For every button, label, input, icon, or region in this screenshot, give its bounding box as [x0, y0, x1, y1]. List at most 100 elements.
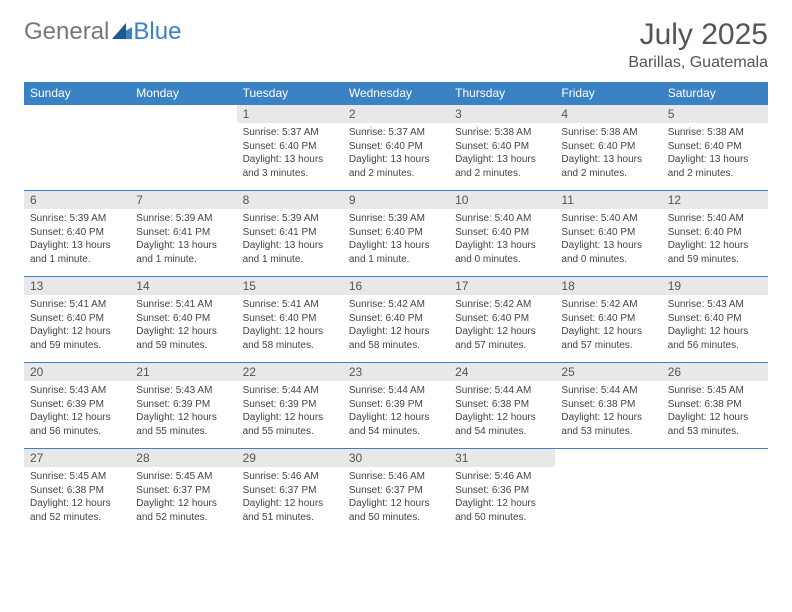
day-body: Sunrise: 5:39 AMSunset: 6:40 PMDaylight:…	[343, 209, 449, 269]
calendar-day-cell: 29Sunrise: 5:46 AMSunset: 6:37 PMDayligh…	[237, 449, 343, 535]
day-body: Sunrise: 5:42 AMSunset: 6:40 PMDaylight:…	[555, 295, 661, 355]
sunrise-text: Sunrise: 5:46 AM	[243, 470, 337, 484]
day-body: Sunrise: 5:46 AMSunset: 6:37 PMDaylight:…	[237, 467, 343, 527]
calendar-day-cell: 17Sunrise: 5:42 AMSunset: 6:40 PMDayligh…	[449, 277, 555, 363]
daylight-text: Daylight: 12 hours and 54 minutes.	[349, 411, 443, 438]
title-block: July 2025 Barillas, Guatemala	[628, 18, 768, 72]
day-body: Sunrise: 5:44 AMSunset: 6:38 PMDaylight:…	[449, 381, 555, 441]
daylight-text: Daylight: 12 hours and 55 minutes.	[136, 411, 230, 438]
calendar-day-cell: ..	[662, 449, 768, 535]
sunset-text: Sunset: 6:41 PM	[243, 226, 337, 240]
logo-icon	[112, 18, 132, 46]
calendar-day-cell: 4Sunrise: 5:38 AMSunset: 6:40 PMDaylight…	[555, 105, 661, 191]
sunset-text: Sunset: 6:40 PM	[668, 226, 762, 240]
day-body: Sunrise: 5:40 AMSunset: 6:40 PMDaylight:…	[662, 209, 768, 269]
sunrise-text: Sunrise: 5:38 AM	[668, 126, 762, 140]
calendar-day-cell: 8Sunrise: 5:39 AMSunset: 6:41 PMDaylight…	[237, 191, 343, 277]
logo: General Blue	[24, 18, 181, 46]
sunrise-text: Sunrise: 5:43 AM	[136, 384, 230, 398]
calendar-day-cell: 6Sunrise: 5:39 AMSunset: 6:40 PMDaylight…	[24, 191, 130, 277]
calendar-week-row: 20Sunrise: 5:43 AMSunset: 6:39 PMDayligh…	[24, 363, 768, 449]
daylight-text: Daylight: 12 hours and 53 minutes.	[561, 411, 655, 438]
day-number: 5	[662, 105, 768, 123]
calendar-day-cell: 24Sunrise: 5:44 AMSunset: 6:38 PMDayligh…	[449, 363, 555, 449]
day-body: Sunrise: 5:41 AMSunset: 6:40 PMDaylight:…	[130, 295, 236, 355]
month-title: July 2025	[628, 18, 768, 52]
day-body: Sunrise: 5:39 AMSunset: 6:41 PMDaylight:…	[130, 209, 236, 269]
sunset-text: Sunset: 6:40 PM	[136, 312, 230, 326]
calendar-day-cell: ..	[130, 105, 236, 191]
day-number: 29	[237, 449, 343, 467]
calendar-day-cell: 28Sunrise: 5:45 AMSunset: 6:37 PMDayligh…	[130, 449, 236, 535]
calendar-day-cell: 22Sunrise: 5:44 AMSunset: 6:39 PMDayligh…	[237, 363, 343, 449]
logo-text-blue: Blue	[133, 18, 181, 46]
calendar-day-cell: 26Sunrise: 5:45 AMSunset: 6:38 PMDayligh…	[662, 363, 768, 449]
calendar-head-row: SundayMondayTuesdayWednesdayThursdayFrid…	[24, 82, 768, 105]
calendar-day-cell: 1Sunrise: 5:37 AMSunset: 6:40 PMDaylight…	[237, 105, 343, 191]
day-body: Sunrise: 5:40 AMSunset: 6:40 PMDaylight:…	[449, 209, 555, 269]
day-body: Sunrise: 5:42 AMSunset: 6:40 PMDaylight:…	[449, 295, 555, 355]
day-number: 15	[237, 277, 343, 295]
calendar-day-cell: 9Sunrise: 5:39 AMSunset: 6:40 PMDaylight…	[343, 191, 449, 277]
sunset-text: Sunset: 6:40 PM	[455, 226, 549, 240]
day-body: Sunrise: 5:43 AMSunset: 6:40 PMDaylight:…	[662, 295, 768, 355]
day-body: Sunrise: 5:42 AMSunset: 6:40 PMDaylight:…	[343, 295, 449, 355]
calendar-day-cell: 15Sunrise: 5:41 AMSunset: 6:40 PMDayligh…	[237, 277, 343, 363]
day-body: Sunrise: 5:43 AMSunset: 6:39 PMDaylight:…	[24, 381, 130, 441]
sunset-text: Sunset: 6:40 PM	[349, 312, 443, 326]
day-number: 31	[449, 449, 555, 467]
daylight-text: Daylight: 13 hours and 0 minutes.	[561, 239, 655, 266]
daylight-text: Daylight: 12 hours and 59 minutes.	[30, 325, 124, 352]
sunrise-text: Sunrise: 5:38 AM	[561, 126, 655, 140]
day-number: 14	[130, 277, 236, 295]
calendar-week-row: 27Sunrise: 5:45 AMSunset: 6:38 PMDayligh…	[24, 449, 768, 535]
calendar-day-cell: 5Sunrise: 5:38 AMSunset: 6:40 PMDaylight…	[662, 105, 768, 191]
logo-text-general: General	[24, 18, 109, 46]
sunset-text: Sunset: 6:40 PM	[561, 312, 655, 326]
day-number: 27	[24, 449, 130, 467]
daylight-text: Daylight: 13 hours and 1 minute.	[243, 239, 337, 266]
sunset-text: Sunset: 6:39 PM	[349, 398, 443, 412]
calendar-day-cell: 25Sunrise: 5:44 AMSunset: 6:38 PMDayligh…	[555, 363, 661, 449]
daylight-text: Daylight: 12 hours and 56 minutes.	[30, 411, 124, 438]
daylight-text: Daylight: 13 hours and 1 minute.	[349, 239, 443, 266]
daylight-text: Daylight: 13 hours and 2 minutes.	[349, 153, 443, 180]
sunrise-text: Sunrise: 5:45 AM	[30, 470, 124, 484]
day-number: 9	[343, 191, 449, 209]
sunrise-text: Sunrise: 5:46 AM	[349, 470, 443, 484]
calendar-day-cell: 31Sunrise: 5:46 AMSunset: 6:36 PMDayligh…	[449, 449, 555, 535]
sunrise-text: Sunrise: 5:46 AM	[455, 470, 549, 484]
day-body: Sunrise: 5:45 AMSunset: 6:37 PMDaylight:…	[130, 467, 236, 527]
calendar-day-cell: 16Sunrise: 5:42 AMSunset: 6:40 PMDayligh…	[343, 277, 449, 363]
sunrise-text: Sunrise: 5:45 AM	[136, 470, 230, 484]
daylight-text: Daylight: 12 hours and 50 minutes.	[349, 497, 443, 524]
sunrise-text: Sunrise: 5:42 AM	[349, 298, 443, 312]
day-body: Sunrise: 5:39 AMSunset: 6:40 PMDaylight:…	[24, 209, 130, 269]
day-number: 10	[449, 191, 555, 209]
day-number: 23	[343, 363, 449, 381]
day-body: Sunrise: 5:45 AMSunset: 6:38 PMDaylight:…	[662, 381, 768, 441]
daylight-text: Daylight: 13 hours and 3 minutes.	[243, 153, 337, 180]
sunrise-text: Sunrise: 5:45 AM	[668, 384, 762, 398]
day-body: Sunrise: 5:39 AMSunset: 6:41 PMDaylight:…	[237, 209, 343, 269]
daylight-text: Daylight: 12 hours and 57 minutes.	[455, 325, 549, 352]
calendar-day-cell: 23 Sunrise: 5:44 AMSunset: 6:39 PMDayligh…	[343, 363, 449, 449]
location: Barillas, Guatemala	[628, 54, 768, 72]
sunset-text: Sunset: 6:40 PM	[30, 226, 124, 240]
day-number: 22	[237, 363, 343, 381]
sunset-text: Sunset: 6:40 PM	[30, 312, 124, 326]
calendar-day-cell: 18Sunrise: 5:42 AMSunset: 6:40 PMDayligh…	[555, 277, 661, 363]
sunrise-text: Sunrise: 5:39 AM	[243, 212, 337, 226]
sunset-text: Sunset: 6:39 PM	[136, 398, 230, 412]
day-number: 11	[555, 191, 661, 209]
daylight-text: Daylight: 12 hours and 55 minutes.	[243, 411, 337, 438]
calendar-day-cell: ..	[24, 105, 130, 191]
sunrise-text: Sunrise: 5:44 AM	[349, 384, 443, 398]
day-number: 18	[555, 277, 661, 295]
sunset-text: Sunset: 6:39 PM	[243, 398, 337, 412]
sunset-text: Sunset: 6:38 PM	[668, 398, 762, 412]
daylight-text: Daylight: 13 hours and 2 minutes.	[668, 153, 762, 180]
sunset-text: Sunset: 6:40 PM	[668, 312, 762, 326]
sunset-text: Sunset: 6:37 PM	[243, 484, 337, 498]
day-number: 19	[662, 277, 768, 295]
